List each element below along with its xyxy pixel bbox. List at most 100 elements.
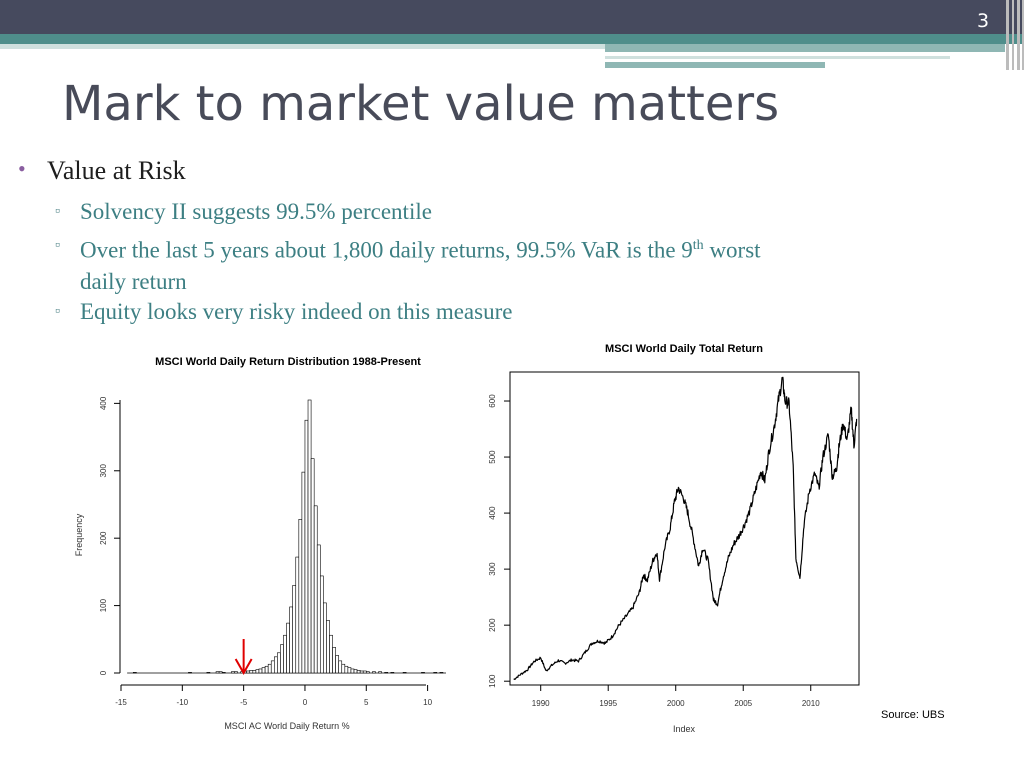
- histogram-bar: [298, 519, 303, 674]
- y-tick-label: 200: [99, 531, 108, 545]
- sub-bullet-text: Equity looks very risky indeed on this m…: [80, 299, 513, 324]
- histogram-bar: [384, 672, 389, 674]
- histogram-bar: [270, 660, 275, 674]
- histogram-bar: [335, 655, 339, 674]
- histogram-bar: [218, 671, 223, 674]
- x-tick-label: 2005: [734, 699, 752, 708]
- square-bullet-icon: ▫: [55, 304, 60, 319]
- histogram-bar: [356, 670, 361, 674]
- y-axis-label: Frequency: [74, 513, 84, 556]
- histogram-bar: [289, 606, 293, 674]
- sub-bullet-2: ▫ Over the last 5 years about 1,800 dail…: [55, 230, 940, 297]
- source-note: Source: UBS: [881, 709, 945, 721]
- y-tick-label: 300: [488, 562, 497, 576]
- histogram-bar: [274, 656, 278, 674]
- histogram-bar: [249, 670, 254, 674]
- sub-bullet-text-cont: worst: [709, 237, 761, 263]
- chart-title: MSCI World Daily Return Distribution 198…: [155, 356, 421, 368]
- square-bullet-icon: ▫: [55, 204, 60, 219]
- histogram-bar: [301, 471, 306, 674]
- histogram-bar: [221, 672, 226, 674]
- histogram-bar: [246, 670, 251, 674]
- histogram-bar: [304, 419, 309, 674]
- x-tick-label: 2000: [667, 699, 685, 708]
- histogram-bar: [347, 667, 352, 674]
- histogram-bar: [338, 660, 343, 674]
- accent-stripe-thin: [605, 56, 950, 59]
- histogram-bar: [313, 505, 318, 674]
- accent-stripe-mid: [605, 44, 1005, 52]
- accent-stripe-short: [605, 62, 825, 68]
- histogram-bar: [292, 585, 297, 674]
- histogram-bar: [255, 669, 260, 674]
- x-axis-label: MSCI AC World Daily Return %: [224, 721, 349, 731]
- histogram-bar: [188, 672, 192, 674]
- superscript-th: th: [692, 238, 704, 253]
- x-tick-label: -10: [177, 698, 189, 707]
- histogram-bar: [310, 458, 315, 674]
- y-tick-label: 200: [488, 618, 497, 632]
- histogram-bar: [319, 575, 324, 674]
- histogram-bar: [323, 602, 327, 674]
- square-bullet-icon: ▫: [55, 238, 60, 253]
- x-tick-label: 1990: [532, 699, 550, 708]
- slide-title: Mark to market value matters: [62, 76, 780, 132]
- histogram-bar: [433, 672, 438, 674]
- slide-number: 3: [976, 10, 990, 32]
- sub-bullet-3: ▫ Equity looks very risky indeed on this…: [55, 296, 513, 327]
- y-tick-label: 500: [488, 450, 497, 464]
- histogram-bar: [365, 671, 370, 674]
- histogram-bar: [283, 634, 287, 674]
- histogram-bar: [267, 663, 272, 674]
- bullet-text: Value at Risk: [47, 156, 186, 185]
- histogram-bar: [350, 668, 355, 674]
- histogram-bar: [326, 620, 330, 674]
- x-tick-label: 2010: [802, 699, 820, 708]
- y-tick-label: 400: [488, 506, 497, 520]
- histogram-bar: [344, 665, 349, 674]
- histogram-bar: [341, 663, 346, 674]
- histogram-bar: [332, 647, 336, 674]
- histogram-bar: [261, 667, 266, 674]
- x-axis-label: Index: [673, 724, 696, 734]
- histogram-bar: [362, 670, 367, 674]
- histogram-bar: [307, 399, 312, 674]
- sub-bullet-text-line2: daily return: [80, 268, 187, 294]
- var-arrow-head-icon: [234, 658, 253, 676]
- histogram-bar: [295, 556, 300, 674]
- histogram-bar: [439, 672, 444, 674]
- series-line: [513, 376, 858, 680]
- y-tick-label: 600: [488, 394, 497, 408]
- x-tick-label: 10: [423, 698, 432, 707]
- sub-bullet-1: ▫ Solvency II suggests 99.5% percentile: [55, 196, 432, 227]
- line-chart: MSCI World Daily Total Return 100 200 300 4…: [488, 343, 860, 734]
- sub-bullet-text: Solvency II suggests 99.5% percentile: [80, 199, 432, 224]
- histogram-bar: [206, 672, 211, 674]
- histogram-bar: [402, 672, 407, 674]
- accent-stripe: [0, 34, 1024, 44]
- histogram-bar: [264, 665, 269, 674]
- histogram-bar: [378, 671, 382, 674]
- histogram-bar: [132, 672, 137, 674]
- histogram-bar: [252, 670, 257, 674]
- histogram-bar: [277, 652, 281, 674]
- histogram-bar: [234, 671, 238, 674]
- sub-bullet-text: Over the last 5 years about 1,800 daily …: [80, 237, 693, 263]
- x-tick-label: -5: [240, 698, 248, 707]
- y-tick-label: 300: [99, 464, 108, 478]
- y-tick-label: 0: [99, 670, 108, 675]
- histogram-bar: [215, 671, 220, 674]
- x-tick-label: 5: [364, 698, 369, 707]
- x-tick-label: 1995: [599, 699, 617, 708]
- chart-title: MSCI World Daily Total Return: [605, 343, 763, 355]
- histogram-bar: [280, 644, 284, 674]
- header-band: [0, 0, 1024, 34]
- histogram-bar: [372, 671, 376, 674]
- y-tick-label: 400: [99, 396, 108, 410]
- histogram-bar: [390, 672, 395, 674]
- histogram-bar: [353, 669, 358, 674]
- x-tick-label: 0: [303, 698, 308, 707]
- accent-stripe-light: [0, 44, 605, 49]
- plot-frame: [509, 371, 860, 686]
- x-tick-label: -15: [115, 698, 127, 707]
